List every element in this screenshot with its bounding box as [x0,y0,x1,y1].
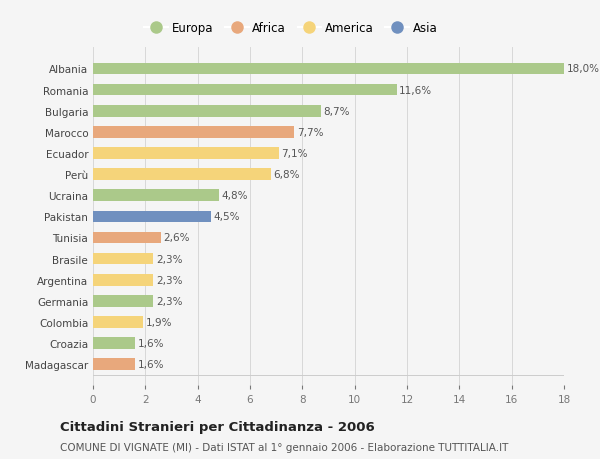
Bar [93,253,153,265]
Bar [93,296,153,307]
Text: Cittadini Stranieri per Cittadinanza - 2006: Cittadini Stranieri per Cittadinanza - 2… [60,420,375,433]
Bar [93,169,271,180]
Bar [93,232,161,244]
Text: 1,9%: 1,9% [145,317,172,327]
Text: 1,6%: 1,6% [137,338,164,348]
Bar [93,148,279,159]
Text: 2,6%: 2,6% [164,233,190,243]
Bar [93,190,218,202]
Text: 11,6%: 11,6% [399,85,432,95]
Text: 7,7%: 7,7% [297,128,323,138]
Text: 2,3%: 2,3% [156,275,182,285]
Legend: Europa, Africa, America, Asia: Europa, Africa, America, Asia [140,17,442,39]
Text: 7,1%: 7,1% [281,149,308,159]
Text: 8,7%: 8,7% [323,106,350,117]
Text: COMUNE DI VIGNATE (MI) - Dati ISTAT al 1° gennaio 2006 - Elaborazione TUTTITALIA: COMUNE DI VIGNATE (MI) - Dati ISTAT al 1… [60,442,508,452]
Text: 2,3%: 2,3% [156,254,182,264]
Bar [93,84,397,96]
Bar [93,274,153,286]
Text: 4,5%: 4,5% [214,212,240,222]
Bar [93,358,135,370]
Text: 6,8%: 6,8% [274,170,300,180]
Text: 4,8%: 4,8% [221,191,248,201]
Text: 2,3%: 2,3% [156,296,182,306]
Bar [93,63,564,75]
Bar [93,316,143,328]
Bar [93,211,211,223]
Bar [93,106,320,118]
Text: 1,6%: 1,6% [137,359,164,369]
Text: 18,0%: 18,0% [566,64,599,74]
Bar [93,127,295,138]
Bar [93,337,135,349]
